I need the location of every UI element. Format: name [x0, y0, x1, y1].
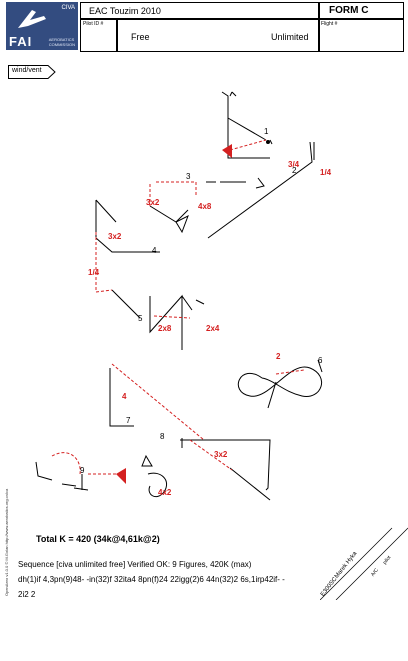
figure-label: 2x8 — [158, 324, 172, 333]
category-box: Free Unlimited — [116, 18, 320, 52]
logo-fai: FAI — [9, 34, 33, 49]
figure-number-3: 3 — [186, 172, 191, 181]
figure-label: 3x2 — [214, 450, 228, 459]
figure-number-8: 8 — [160, 432, 165, 441]
figure-number-4: 4 — [152, 246, 157, 255]
figure-label: 2x4 — [206, 324, 220, 333]
fai-logo: CIVA FAI AEROBATICS COMMISSION — [6, 2, 78, 50]
pilot-id-box: Pilot ID # — [80, 18, 118, 52]
form-label-box: FORM C — [318, 2, 404, 20]
total-k: Total K = 420 (34k@4,61k@2) — [36, 534, 160, 544]
figure-number-1: 1 — [264, 127, 269, 136]
header-title-box: EAC Touzim 2010 — [80, 2, 320, 20]
figure-label: 4x2 — [158, 488, 172, 497]
category-text: Free — [131, 32, 150, 42]
form-label: FORM C — [329, 5, 369, 16]
figure-label: 3x2 — [108, 232, 122, 241]
figure-label: 4x8 — [198, 202, 212, 211]
wind-arrow-icon — [8, 65, 56, 79]
logo-commission: AEROBATICS COMMISSION — [48, 37, 75, 47]
figure-number-6: 6 — [318, 356, 323, 365]
sequence-line-3: 2i2 2 — [18, 590, 36, 599]
figure-label: 3x2 — [146, 198, 160, 207]
sequence-line-1: Sequence [civa unlimited free] Verified … — [18, 560, 252, 569]
start-triangle-2 — [116, 468, 126, 484]
flight-box: Flight # — [318, 18, 404, 52]
figure-label: 1/4 — [320, 168, 332, 177]
figure-label: 3/4 — [288, 160, 300, 169]
wind-arrow: wind/vent — [8, 65, 56, 79]
class-text: Unlimited — [271, 32, 309, 42]
wind-label: wind/vent — [12, 67, 42, 74]
sequence-diagram — [35, 91, 323, 501]
flight-label: Flight # — [321, 21, 338, 27]
figure-number-5: 5 — [138, 314, 143, 323]
sequence-line-2: dh(1)if 4,3pn(9)48- -in(32)f 32ita4 8pn(… — [18, 575, 285, 584]
figure-label: 2 — [276, 352, 281, 361]
page-title: EAC Touzim 2010 — [89, 6, 161, 16]
figure-label: 4 — [122, 392, 127, 401]
signature-lines — [320, 527, 408, 600]
aircraft-icon — [18, 10, 46, 28]
logo-cima: CIVA — [61, 5, 75, 11]
figure-label: 1/4 — [88, 268, 100, 277]
pilot-id-label: Pilot ID # — [83, 21, 104, 27]
figure-number-7: 7 — [126, 416, 131, 425]
figure-number-9: 9 — [80, 466, 85, 475]
side-credit-text: OpenAero v1.0.0 © M.Golan http://www.aer… — [4, 488, 9, 596]
figure-1-start-dot — [266, 140, 270, 144]
figure-number-2: 2 — [292, 166, 297, 175]
start-triangle-1 — [222, 144, 232, 158]
